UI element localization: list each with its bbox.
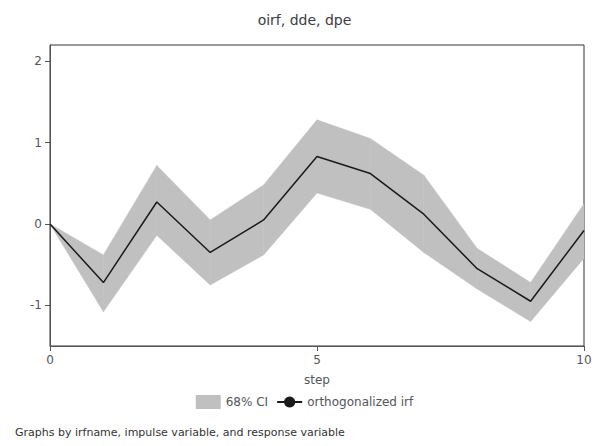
svg-text:5: 5 [313,353,321,367]
svg-text:-1: -1 [30,298,42,312]
svg-text:0: 0 [34,217,42,231]
svg-text:1: 1 [34,136,42,150]
svg-text:orthogonalized irf: orthogonalized irf [307,395,414,409]
svg-text:oirf, dde, dpe: oirf, dde, dpe [258,12,352,28]
svg-text:68% CI: 68% CI [226,395,268,409]
svg-text:step: step [304,373,330,387]
svg-text:Graphs by irfname, impulse var: Graphs by irfname, impulse variable, and… [15,426,345,439]
svg-text:0: 0 [46,353,54,367]
svg-text:2: 2 [34,54,42,68]
svg-text:10: 10 [576,353,591,367]
